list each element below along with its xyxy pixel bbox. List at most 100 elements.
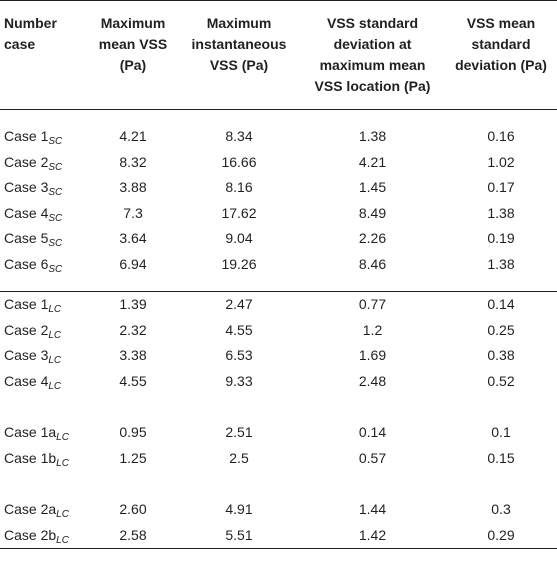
cell-vss-mean-sd: 0.19 bbox=[487, 230, 515, 246]
cell-vss-sd-at-max-location: 0.57 bbox=[358, 449, 387, 466]
cell-vss-sd-at-max-location: 1.45 bbox=[358, 179, 387, 195]
cell-number-case: Case 1SC bbox=[0, 124, 88, 150]
cell-max-instantaneous-vss: 16.66 bbox=[221, 153, 257, 170]
cell-max-instantaneous-vss: 8.16 bbox=[225, 179, 253, 195]
spacer-cell bbox=[0, 394, 557, 420]
table-row: Case 4LC 4.55 9.33 2.48 0.52 bbox=[0, 369, 557, 395]
case-label: Case 2a bbox=[4, 501, 57, 517]
table-row: Case 1aLC 0.95 2.51 0.14 0.1 bbox=[0, 420, 557, 446]
case-subscript: SC bbox=[48, 161, 63, 173]
cell-number-case: Case 1bLC bbox=[0, 446, 88, 472]
table-row: Case 1SC 4.21 8.34 1.38 0.16 bbox=[0, 124, 557, 150]
cell-max-mean-vss: 2.60 bbox=[119, 501, 147, 517]
cell-number-case: Case 2SC bbox=[0, 150, 88, 176]
header-line: VSS standard bbox=[326, 15, 419, 31]
cell-vss-sd-at-max-location: 1.44 bbox=[358, 501, 387, 517]
cell-vss-mean-sd: 0.1 bbox=[491, 424, 511, 440]
case-label: Case 3 bbox=[4, 179, 49, 195]
cell-vss-mean-sd: 0.52 bbox=[487, 372, 515, 389]
cell-max-instantaneous-vss: 17.62 bbox=[221, 204, 257, 221]
case-subscript: LC bbox=[56, 534, 69, 546]
header-line: case bbox=[4, 36, 36, 52]
cell-number-case: Case 6SC bbox=[0, 252, 88, 278]
cell-vss-sd-at-max-location: 1.69 bbox=[358, 347, 387, 363]
header-line: standard bbox=[471, 36, 531, 52]
cell-number-case: Case 4SC bbox=[0, 201, 88, 227]
cell-max-instantaneous-vss: 2.51 bbox=[225, 424, 253, 440]
header-line: Number bbox=[4, 15, 57, 31]
cell-vss-sd-at-max-location: 1.42 bbox=[300, 522, 445, 549]
cell-max-mean-vss: 3.88 bbox=[119, 179, 147, 195]
cell-number-case: Case 2aLC bbox=[0, 497, 88, 523]
case-label: Case 3 bbox=[4, 347, 49, 363]
vss-results-table: Number case Maximum mean VSS (Pa) Maximu… bbox=[0, 0, 557, 549]
cell-number-case: Case 3LC bbox=[0, 343, 88, 369]
cell-max-instantaneous-vss: 5.51 bbox=[178, 522, 300, 549]
case-subscript: SC bbox=[48, 238, 63, 249]
header-line: maximum mean bbox=[319, 57, 426, 73]
header-max-instantaneous-vss: Maximum instantaneous VSS (Pa) bbox=[178, 0, 300, 110]
cell-vss-sd-at-max-location: 0.77 bbox=[300, 291, 445, 318]
table-body: Case 1SC 4.21 8.34 1.38 0.16 Case 2SC 8.32 16.6… bbox=[0, 110, 557, 549]
case-label: Case 5 bbox=[4, 230, 49, 246]
case-subscript: SC bbox=[48, 187, 63, 198]
spacer-row bbox=[0, 110, 557, 125]
spacer-row bbox=[0, 277, 557, 292]
case-label: Case 1a bbox=[4, 424, 57, 440]
cell-vss-sd-at-max-location: 2.48 bbox=[358, 372, 387, 389]
case-label: Case 4 bbox=[4, 372, 49, 389]
cell-number-case: Case 5SC bbox=[0, 226, 88, 252]
spacer-row bbox=[0, 394, 557, 420]
case-subscript: SC bbox=[48, 263, 63, 275]
cell-max-instantaneous-vss: 6.53 bbox=[225, 347, 253, 363]
cell-vss-mean-sd: 0.3 bbox=[491, 501, 511, 517]
case-subscript: SC bbox=[48, 136, 63, 147]
cell-number-case: Case 3SC bbox=[0, 175, 88, 201]
header-max-mean-vss: Maximum mean VSS (Pa) bbox=[88, 0, 178, 110]
cell-number-case: Case 4LC bbox=[0, 369, 88, 395]
case-subscript: LC bbox=[48, 304, 62, 315]
cell-max-mean-vss: 3.64 bbox=[119, 230, 147, 246]
cell-max-mean-vss: 0.95 bbox=[119, 424, 147, 440]
header-vss-sd-at-max-location: VSS standard deviation at maximum mean V… bbox=[300, 0, 445, 110]
cell-vss-sd-at-max-location: 1.38 bbox=[358, 128, 387, 144]
cell-vss-sd-at-max-location: 4.21 bbox=[358, 153, 387, 170]
cell-vss-sd-at-max-location: 8.49 bbox=[358, 204, 387, 221]
cell-max-instantaneous-vss: 9.04 bbox=[225, 230, 253, 246]
table-row: Case 1LC 1.39 2.47 0.77 0.14 bbox=[0, 291, 557, 318]
cell-vss-mean-sd: 0.16 bbox=[487, 128, 515, 144]
cell-max-mean-vss: 2.32 bbox=[119, 321, 147, 338]
header-line: VSS (Pa) bbox=[209, 57, 269, 73]
cell-vss-mean-sd: 0.38 bbox=[487, 347, 515, 363]
case-subscript: LC bbox=[56, 432, 69, 443]
cell-max-mean-vss: 8.32 bbox=[119, 153, 147, 170]
header-line: Maximum bbox=[100, 15, 166, 31]
case-label: Case 2b bbox=[4, 526, 57, 543]
cell-max-mean-vss: 3.38 bbox=[119, 347, 147, 363]
case-label: Case 1 bbox=[4, 128, 49, 144]
header-line: mean VSS bbox=[98, 36, 168, 52]
cell-max-mean-vss: 1.39 bbox=[88, 291, 178, 318]
cell-vss-sd-at-max-location: 8.46 bbox=[358, 255, 387, 272]
header-line: deviation at bbox=[333, 36, 412, 52]
cell-max-mean-vss: 7.3 bbox=[123, 204, 143, 221]
cell-max-instantaneous-vss: 4.91 bbox=[225, 501, 253, 517]
header-line: VSS location (Pa) bbox=[314, 78, 431, 94]
case-subscript: LC bbox=[48, 329, 62, 341]
spacer-cell bbox=[0, 277, 557, 292]
case-label: Case 6 bbox=[4, 255, 49, 272]
cell-number-case: Case 2LC bbox=[0, 318, 88, 344]
cell-number-case: Case 1LC bbox=[0, 291, 88, 318]
header-line: Maximum bbox=[206, 15, 272, 31]
cell-vss-sd-at-max-location: 0.14 bbox=[358, 424, 387, 440]
header-line: instantaneous bbox=[191, 36, 287, 52]
case-label: Case 1b bbox=[4, 449, 57, 466]
cell-vss-mean-sd: 0.25 bbox=[487, 321, 515, 338]
cell-max-mean-vss: 1.25 bbox=[119, 449, 147, 466]
cell-vss-mean-sd: 1.02 bbox=[487, 153, 515, 170]
case-subscript: LC bbox=[56, 509, 69, 520]
cell-vss-mean-sd: 1.38 bbox=[487, 204, 515, 221]
cell-number-case: Case 2bLC bbox=[0, 522, 88, 549]
cell-number-case: Case 1aLC bbox=[0, 420, 88, 446]
